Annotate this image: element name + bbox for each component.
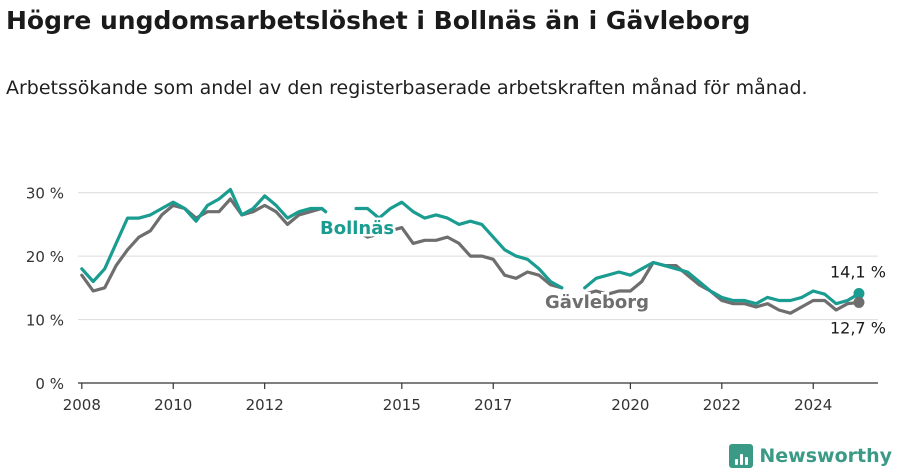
chart-subtitle: Arbetssökande som andel av den registerb…: [6, 77, 808, 99]
x-tick-label: 2008: [63, 396, 101, 414]
series-line-gävleborg: [80, 197, 861, 315]
series-line-bollnäs: [80, 187, 861, 306]
chart-title: Högre ungdomsarbetslöshet i Bollnäs än i…: [6, 6, 751, 35]
newsworthy-logo-icon: [729, 444, 754, 468]
brand-name: Newsworthy: [759, 445, 892, 467]
y-tick-label: 20 %: [26, 248, 64, 266]
x-tick-label: 2015: [383, 396, 421, 414]
series-endpoint-bollnäs: [853, 288, 865, 300]
series-label-gavleborg: Gävleborg: [545, 292, 649, 313]
x-tick-label: 2017: [474, 396, 512, 414]
x-tick-label: 2020: [611, 396, 649, 414]
brand-logo: Newsworthy: [729, 444, 892, 468]
y-tick-label: 30 %: [26, 185, 64, 203]
y-tick-label: 0 %: [35, 375, 64, 393]
end-value-label-gävleborg: 12,7 %: [830, 318, 886, 337]
x-tick-label: 2010: [154, 396, 192, 414]
y-tick-label: 10 %: [26, 312, 64, 330]
series-label-bollnas: Bollnäs: [320, 218, 394, 239]
x-tick-label: 2012: [246, 396, 284, 414]
x-tick-label: 2022: [703, 396, 741, 414]
series-endpoint-gävleborg: [853, 296, 865, 308]
x-tick-label: 2024: [794, 396, 832, 414]
end-value-label-bollnäs: 14,1 %: [830, 263, 886, 282]
